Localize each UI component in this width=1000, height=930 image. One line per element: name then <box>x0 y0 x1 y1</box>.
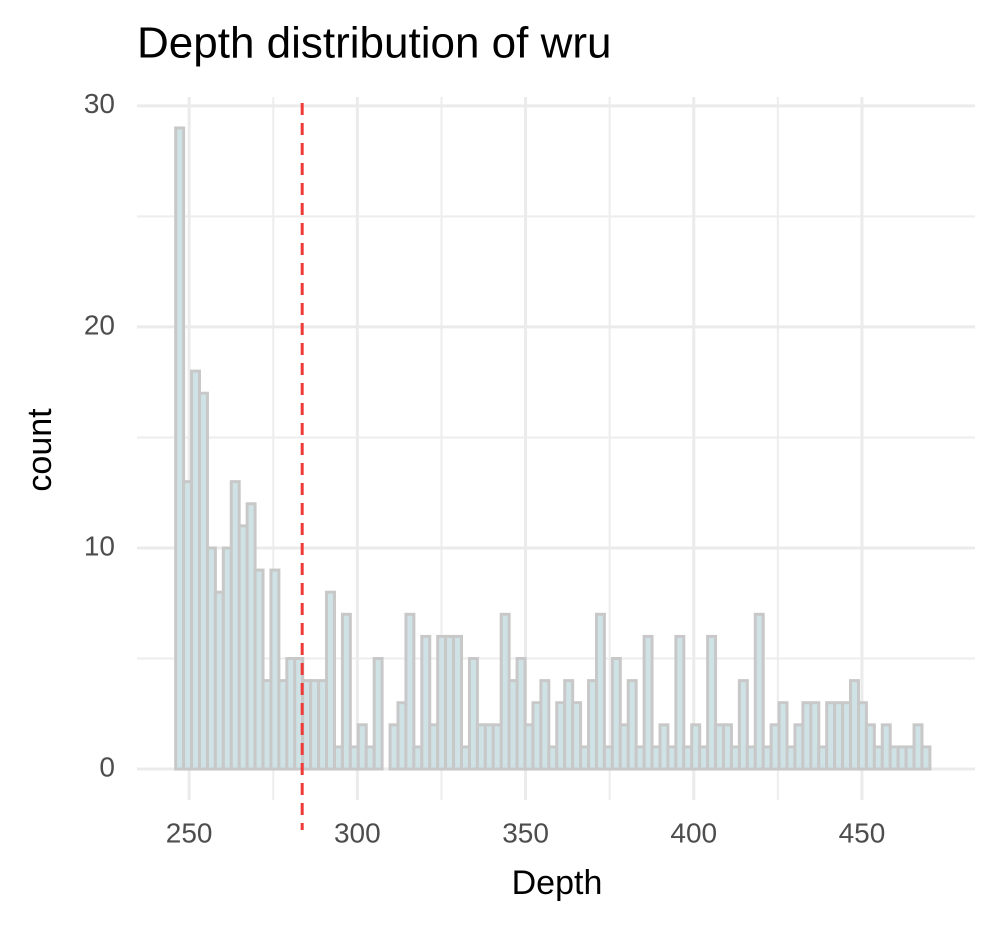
x-tick-label: 350 <box>502 817 549 848</box>
x-tick-label: 450 <box>839 817 886 848</box>
bar <box>467 657 479 771</box>
bar <box>571 701 583 771</box>
x-tick-label: 300 <box>334 817 381 848</box>
bar <box>452 634 464 771</box>
bar <box>420 634 432 771</box>
bar <box>539 679 551 771</box>
bar <box>626 679 638 771</box>
bar <box>674 634 686 771</box>
y-axis-label: count <box>21 408 59 492</box>
bar <box>372 657 384 771</box>
bar <box>174 126 186 771</box>
chart-title: Depth distribution of wru <box>137 19 611 68</box>
bar <box>920 745 932 771</box>
bar <box>610 657 622 771</box>
x-tick-label: 400 <box>670 817 717 848</box>
y-tick-label: 0 <box>99 751 115 782</box>
y-tick-label: 10 <box>84 530 115 561</box>
bar <box>269 568 281 771</box>
bar <box>325 590 336 771</box>
bar <box>340 612 352 771</box>
bar <box>737 679 749 771</box>
bar <box>706 634 718 771</box>
bar <box>777 701 789 771</box>
bar <box>642 634 654 771</box>
x-axis-label: Depth <box>512 864 603 902</box>
marks <box>174 103 932 830</box>
x-tick-label: 250 <box>166 817 213 848</box>
bar <box>404 612 416 771</box>
bar <box>253 568 265 771</box>
y-tick-label: 20 <box>84 309 115 340</box>
bar <box>515 657 527 771</box>
y-tick-label: 30 <box>84 88 115 119</box>
bar <box>753 612 765 771</box>
bar <box>594 612 606 771</box>
bar <box>809 701 821 771</box>
